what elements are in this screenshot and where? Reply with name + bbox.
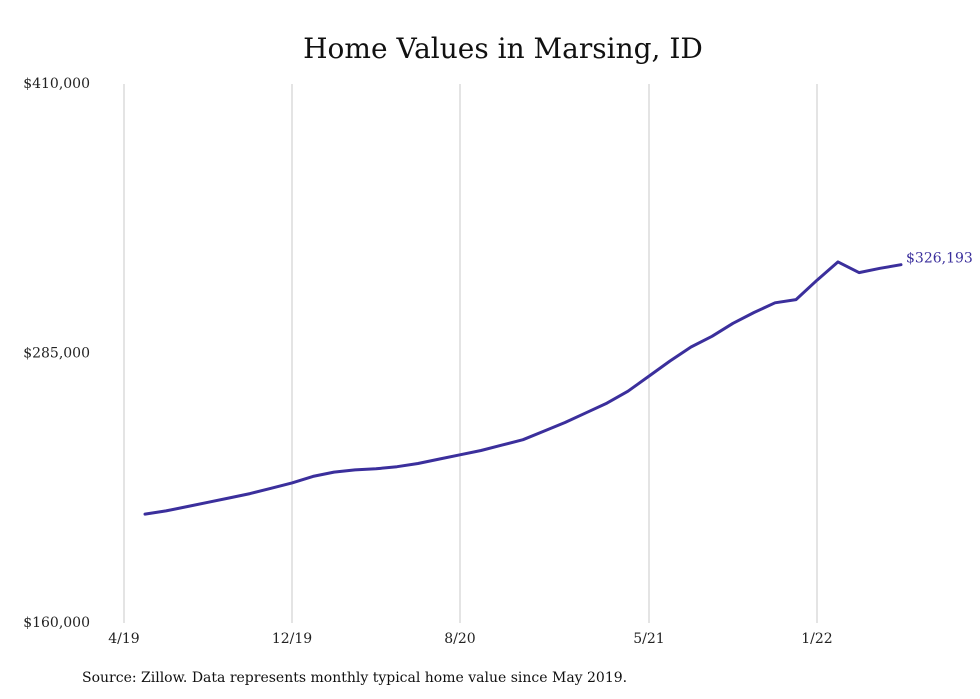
source-note: Source: Zillow. Data represents monthly … <box>82 670 627 686</box>
end-value-label: $326,193 <box>906 251 973 267</box>
grid-layer <box>123 84 818 623</box>
x-tick-label: 8/20 <box>444 631 475 647</box>
x-axis: 4/19 12/19 8/20 5/21 1/22 <box>108 631 832 647</box>
y-axis: $410,000 $285,000 $160,000 <box>23 76 90 631</box>
y-tick-label: $160,000 <box>23 615 90 631</box>
series-layer: $326,193 <box>143 251 973 516</box>
x-tick-label: 1/22 <box>801 631 832 647</box>
x-tick-label: 5/21 <box>633 631 664 647</box>
chart-title: Home Values in Marsing, ID <box>303 32 703 65</box>
y-tick-label: $410,000 <box>23 76 90 92</box>
x-tick-label: 12/19 <box>272 631 312 647</box>
series-line-1 <box>143 260 903 516</box>
x-tick-label: 4/19 <box>108 631 139 647</box>
y-tick-label: $285,000 <box>23 346 90 362</box>
